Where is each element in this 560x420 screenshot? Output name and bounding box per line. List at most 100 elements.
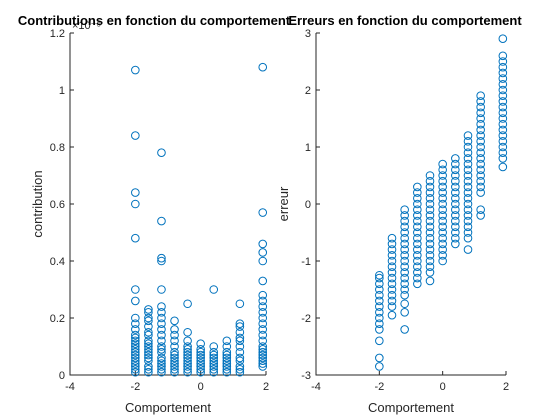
error-data-point bbox=[438, 222, 447, 232]
error-data-point bbox=[498, 85, 508, 95]
error-data-point bbox=[438, 239, 447, 249]
contribution-data-point bbox=[131, 359, 140, 368]
contribution-data-point bbox=[196, 350, 205, 360]
error-data-point bbox=[425, 245, 435, 254]
error-data-point bbox=[375, 270, 384, 280]
contribution-data-point bbox=[144, 313, 153, 323]
error-data-point bbox=[498, 148, 508, 157]
contribution-data-point bbox=[157, 359, 166, 368]
error-data-point bbox=[451, 188, 460, 197]
contribution-data-point bbox=[209, 342, 219, 351]
error-data-point bbox=[498, 68, 508, 78]
error-y-tick-label: -1 bbox=[301, 256, 311, 268]
error-y-tick-label: 3 bbox=[305, 28, 311, 40]
error-data-point bbox=[451, 233, 460, 243]
error-data-point bbox=[498, 137, 508, 146]
error-data-point bbox=[463, 165, 473, 175]
contribution-data-point bbox=[131, 350, 140, 360]
contribution-y-tick-label: 0.8 bbox=[50, 142, 65, 154]
error-x-axis-label: Comportement bbox=[368, 400, 454, 415]
contribution-data-point bbox=[131, 356, 140, 366]
error-data-point bbox=[438, 194, 447, 203]
error-data-point bbox=[463, 199, 473, 209]
error-y-tick-label: 0 bbox=[305, 199, 311, 211]
error-x-tick-label: -2 bbox=[374, 381, 384, 393]
error-data-point bbox=[498, 114, 508, 123]
contribution-data-point bbox=[144, 305, 153, 314]
error-data-point bbox=[387, 285, 397, 294]
contribution-data-point bbox=[170, 336, 179, 346]
error-data-point bbox=[438, 205, 447, 214]
contribution-y-tick-label: 0.4 bbox=[50, 256, 65, 268]
contribution-data-point bbox=[258, 353, 268, 363]
error-data-point bbox=[438, 228, 447, 237]
contribution-data-point bbox=[258, 62, 268, 72]
contribution-data-point bbox=[209, 347, 219, 357]
contribution-data-point bbox=[157, 256, 166, 266]
contribution-data-point bbox=[222, 365, 232, 374]
error-data-point bbox=[400, 262, 409, 272]
contribution-data-point bbox=[157, 308, 166, 317]
contribution-data-point bbox=[183, 347, 192, 357]
error-data-point bbox=[498, 97, 508, 106]
error-data-point bbox=[463, 176, 473, 186]
contribution-data-point bbox=[183, 299, 192, 309]
error-data-point bbox=[425, 216, 435, 226]
contribution-data-point bbox=[157, 365, 166, 374]
contribution-data-point bbox=[144, 347, 153, 357]
contribution-data-point bbox=[157, 342, 166, 351]
error-data-point bbox=[438, 233, 447, 243]
contribution-data-point bbox=[144, 365, 153, 374]
error-data-point bbox=[438, 211, 447, 220]
error-data-point bbox=[400, 233, 409, 243]
error-data-point bbox=[463, 216, 473, 226]
error-data-point bbox=[375, 319, 384, 329]
contribution-data-point bbox=[170, 325, 179, 334]
error-data-point bbox=[400, 290, 409, 300]
error-data-point bbox=[463, 188, 473, 197]
contribution-data-point bbox=[258, 313, 268, 323]
contribution-data-point bbox=[131, 65, 140, 75]
error-data-point bbox=[387, 302, 397, 311]
contribution-data-point bbox=[131, 296, 140, 306]
error-data-point bbox=[451, 222, 460, 232]
error-data-point bbox=[425, 194, 435, 203]
contribution-data-point bbox=[157, 216, 166, 226]
error-data-point bbox=[413, 194, 422, 203]
contribution-data-point bbox=[170, 353, 179, 363]
contribution-exponent-label: ×10⁻⁵ bbox=[72, 20, 101, 32]
error-data-point bbox=[413, 216, 422, 226]
error-data-point bbox=[375, 302, 384, 311]
contribution-data-point bbox=[183, 327, 192, 337]
contribution-data-point bbox=[144, 367, 153, 377]
error-data-point bbox=[463, 137, 473, 146]
contribution-data-point bbox=[258, 356, 268, 366]
error-data-point bbox=[387, 251, 397, 260]
error-y-tick-label: 2 bbox=[305, 85, 311, 97]
error-data-point bbox=[498, 125, 508, 135]
error-y-tick-label: -2 bbox=[301, 313, 311, 325]
contribution-data-point bbox=[144, 336, 153, 346]
error-data-point bbox=[451, 199, 460, 209]
contribution-data-point bbox=[157, 362, 166, 371]
contribution-data-point bbox=[258, 208, 268, 217]
contribution-data-point bbox=[222, 362, 232, 371]
error-data-point bbox=[387, 262, 397, 272]
error-data-point bbox=[387, 279, 397, 289]
error-data-point bbox=[498, 131, 508, 140]
error-data-point bbox=[476, 148, 485, 157]
error-data-point bbox=[498, 102, 508, 112]
error-data-point bbox=[413, 188, 422, 197]
contribution-y-tick-label: 0 bbox=[59, 370, 65, 382]
contribution-data-point bbox=[144, 350, 153, 360]
contribution-data-point bbox=[144, 353, 153, 363]
error-data-point bbox=[375, 296, 384, 306]
error-y-tick-label: 1 bbox=[305, 142, 311, 154]
error-data-point bbox=[476, 188, 485, 197]
contribution-data-point bbox=[222, 353, 232, 363]
contribution-data-point bbox=[258, 319, 268, 329]
contribution-data-point bbox=[258, 308, 268, 317]
contribution-data-point bbox=[157, 148, 166, 157]
error-data-point bbox=[400, 299, 409, 309]
contribution-data-point bbox=[196, 359, 205, 368]
